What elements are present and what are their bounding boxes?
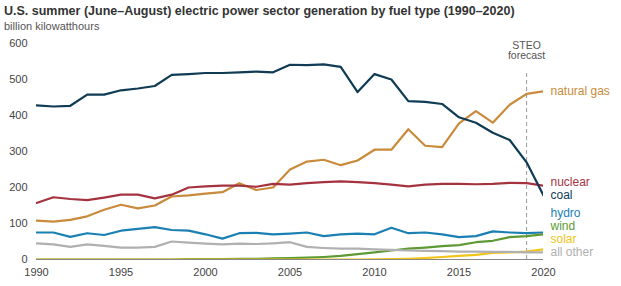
svg-text:all other: all other bbox=[551, 245, 594, 259]
svg-text:0: 0 bbox=[21, 253, 27, 265]
svg-text:natural gas: natural gas bbox=[551, 84, 610, 98]
svg-text:2015: 2015 bbox=[447, 266, 471, 278]
svg-text:coal: coal bbox=[551, 188, 573, 202]
svg-text:500: 500 bbox=[9, 73, 27, 85]
svg-text:nuclear: nuclear bbox=[551, 175, 590, 189]
svg-text:300: 300 bbox=[9, 145, 27, 157]
svg-text:wind: wind bbox=[550, 219, 576, 233]
svg-text:400: 400 bbox=[9, 109, 27, 121]
svg-text:200: 200 bbox=[9, 181, 27, 193]
svg-text:2000: 2000 bbox=[193, 266, 217, 278]
svg-text:STEOforecast: STEOforecast bbox=[508, 39, 545, 62]
html-text:U.S. summer (June–August) elec: U.S. summer (June–August) electric power… bbox=[4, 4, 515, 18]
svg-text:hydro: hydro bbox=[551, 206, 581, 220]
svg-text:1995: 1995 bbox=[109, 266, 133, 278]
svg-text:100: 100 bbox=[9, 217, 27, 229]
html-text:billion kilowatthours: billion kilowatthours bbox=[4, 20, 100, 32]
svg-text:2020: 2020 bbox=[531, 266, 555, 278]
svg-text:2010: 2010 bbox=[362, 266, 386, 278]
svg-text:1990: 1990 bbox=[24, 266, 48, 278]
svg-text:2005: 2005 bbox=[278, 266, 302, 278]
svg-text:solar: solar bbox=[551, 232, 577, 246]
svg-text:600: 600 bbox=[9, 37, 27, 49]
